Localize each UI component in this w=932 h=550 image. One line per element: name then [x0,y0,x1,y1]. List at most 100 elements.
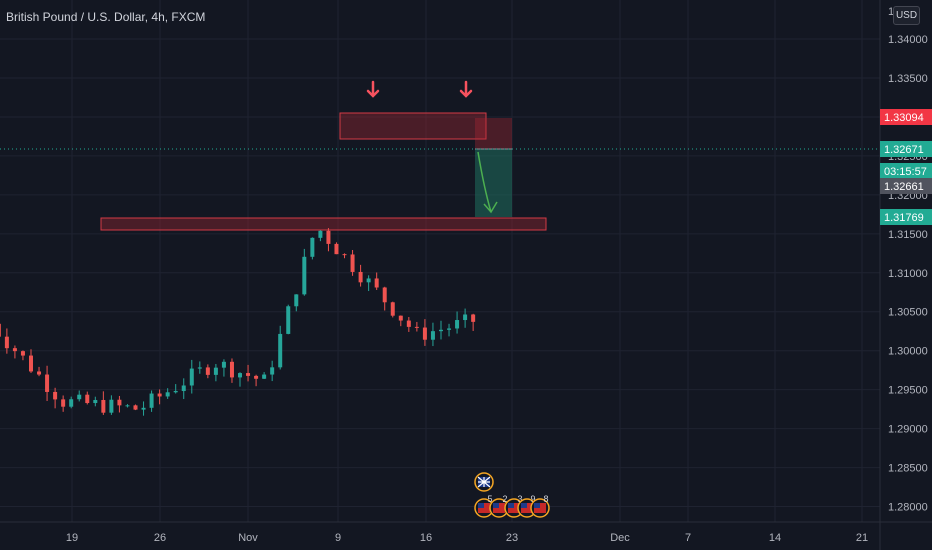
price-label: 1.31769 [884,212,924,224]
candle-body [69,399,74,407]
candle-body [430,331,435,340]
price-tick-label: 1 [888,6,894,18]
candle-body [117,399,122,406]
candle-body [229,361,234,378]
event-badge-count: 9 [530,494,535,504]
time-tick-label: 21 [856,532,868,544]
candle-body [173,391,178,393]
event-badge-count: 3 [517,494,522,504]
projection-arrowhead [483,201,498,214]
candle-body [262,374,267,379]
time-tick-label: 9 [335,532,341,544]
candle-body [270,367,275,375]
target-area [475,149,512,217]
candle-body [422,327,427,340]
candles [0,228,476,416]
chart-title: British Pound / U.S. Dollar, 4h, FXCM [6,10,206,24]
candle-body [254,375,259,379]
time-tick-label: 19 [66,532,78,544]
price-label: 03:15:57 [884,166,927,178]
price-label-box [880,209,932,225]
candle-body [286,306,291,334]
price-label-box [880,109,932,125]
candle-body [181,385,186,392]
candle-body [213,367,218,375]
down-arrow-first-top [366,80,380,98]
us-flag-canton [521,503,527,508]
zones [100,112,547,231]
price-tick-label: 1.30500 [888,307,928,319]
currency-button[interactable]: USD [893,6,920,25]
candle-body [61,399,66,407]
time-tick-label: 14 [769,532,781,544]
candle-body [334,243,339,255]
candle-body [294,294,299,307]
stop-area [475,118,512,149]
price-tick-label: 1.34000 [888,34,928,46]
candle-body [366,278,371,283]
price-label: 1.32671 [884,144,924,156]
candle-body [37,371,42,375]
price-tick-label: 1.29000 [888,424,928,436]
candle-body [149,393,154,408]
candle-body [157,393,162,397]
candle-body [189,368,194,386]
candle-body [302,256,307,295]
candle-body [0,323,1,337]
candle-body [77,394,82,400]
time-tick-label: Dec [610,532,630,544]
us-flag-canton [493,503,499,508]
candle-body [246,373,251,376]
price-tick-label: 1.28000 [888,502,928,514]
candle-body [438,329,443,332]
candle-body [205,367,210,375]
price-label-box [880,163,932,179]
candle-body [278,333,283,368]
price-label-box [880,178,932,194]
uk-flag-cross [477,476,491,488]
event-badge-count: 2 [502,494,507,504]
candle-body [350,254,355,272]
candle-body [358,271,363,283]
candle-body [390,302,395,316]
candle-body [197,367,202,369]
candle-body [318,230,323,238]
candle-body [101,399,106,413]
candle-body [93,399,98,404]
price-tick-label: 1.28500 [888,463,928,475]
candle-body [406,320,411,327]
candle-body [165,392,170,397]
candle-body [45,374,50,392]
chart-grid [0,0,880,522]
event-badge-count: 5 [487,494,492,504]
price-tick-label: 1.33500 [888,73,928,85]
time-tick-label: 23 [506,532,518,544]
candle-body [12,348,17,352]
us-flag-canton [534,503,540,508]
candle-body [28,355,33,372]
price-tick-label: 1.29500 [888,385,928,397]
down-arrow-second-top [459,80,473,98]
candle-body [238,373,243,378]
candle-body [447,328,452,330]
resistance-zone [339,112,487,140]
candle-body [455,320,460,329]
price-tick-label: 1.30000 [888,346,928,358]
price-tick-label: 1.31500 [888,229,928,241]
candle-body [133,405,138,410]
time-tick-label: 7 [685,532,691,544]
candle-body [463,314,468,321]
projection-arrow [477,151,492,213]
candle-body [398,315,403,321]
us-flag-canton [478,503,484,508]
time-tick-label: 16 [420,532,432,544]
candle-body [374,278,379,288]
candle-body [382,287,387,303]
candle-body [85,394,90,404]
price-label: 1.33094 [884,112,924,124]
candle-body [109,399,114,413]
candle-body [414,326,419,328]
